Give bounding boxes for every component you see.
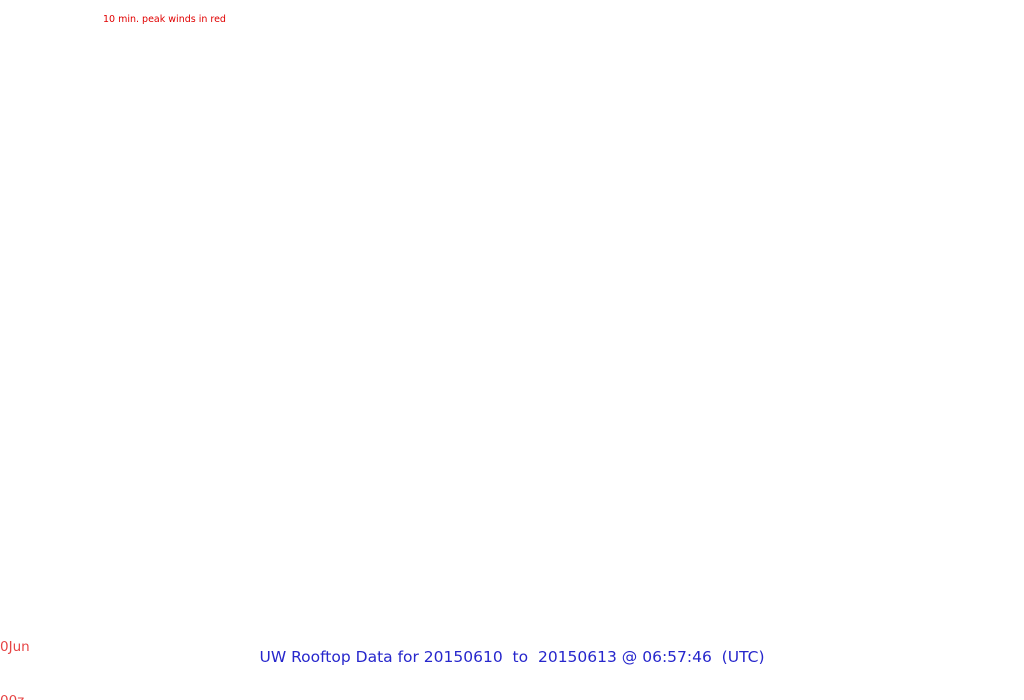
start-day-label: 0Jun 00z bbox=[0, 602, 30, 700]
start-day-hour: 00z bbox=[0, 692, 30, 700]
peak-wind-annotation: 10 min. peak winds in red bbox=[103, 14, 226, 25]
chart-title: UW Rooftop Data for 20150610 to 20150613… bbox=[259, 648, 765, 666]
start-day-name: 0Jun bbox=[0, 639, 30, 655]
